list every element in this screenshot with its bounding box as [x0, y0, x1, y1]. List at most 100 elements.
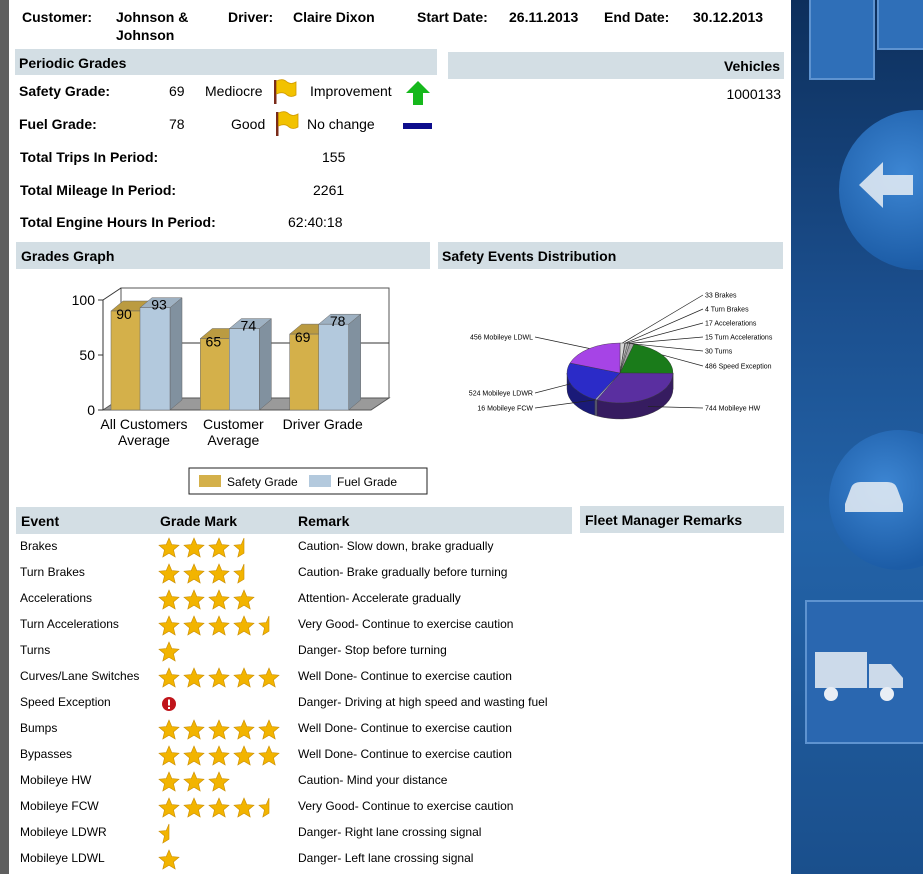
- road-sign-graphic: [809, 0, 875, 80]
- table-row: Brakes Caution- Slow down, brake graduall…: [9, 536, 579, 560]
- star-icon: [233, 745, 255, 766]
- legend-label: Fuel Grade: [337, 475, 397, 489]
- table-row: Mobileye FCW Very Good- Continue to exerc…: [9, 796, 579, 820]
- event-name: Mobileye HW: [20, 773, 92, 787]
- total-hours-label: Total Engine Hours In Period:: [20, 214, 216, 230]
- pie-slice-label: 17 Accelerations: [705, 321, 757, 328]
- safety-grade-rating: Mediocre: [205, 83, 263, 99]
- half-star-icon: [158, 823, 170, 844]
- star-icon: [158, 563, 180, 584]
- safety-events-pie-chart: 33 Brakes 4 Turn Brakes 17 Accelerations 15…: [469, 293, 773, 420]
- start-date-label: Start Date:: [417, 9, 488, 25]
- star-icon: [183, 537, 205, 558]
- vehicle-id[interactable]: 1000133: [726, 86, 781, 102]
- fuel-grade-rating: Good: [231, 116, 266, 132]
- total-trips-label: Total Trips In Period:: [20, 149, 159, 165]
- y-tick-label: 0: [87, 402, 95, 418]
- start-date-value: 26.11.2013: [509, 9, 579, 25]
- total-mileage-label: Total Mileage In Period:: [20, 182, 177, 198]
- customer-name-line2: Johnson: [116, 27, 175, 43]
- vehicles-header: Vehicles: [448, 52, 784, 79]
- remark-text: Caution- Slow down, brake gradually: [298, 539, 494, 553]
- half-star-icon: [233, 537, 245, 558]
- flag-icon: [276, 111, 299, 136]
- pie-slice-label: 486 Speed Exception: [705, 364, 772, 371]
- vehicles-title: Vehicles: [723, 58, 780, 74]
- bar-data-label: 65: [206, 334, 222, 350]
- star-icon: [183, 797, 205, 818]
- col-grade-header: Grade Mark: [160, 513, 238, 529]
- grade-mark: [158, 588, 288, 612]
- star-icon: [208, 667, 230, 688]
- table-row: Curves/Lane Switches Well Done- Continue …: [9, 666, 579, 690]
- legend-box: [188, 467, 428, 495]
- col-event-header: Event: [21, 513, 60, 529]
- event-name: Turn Accelerations: [20, 617, 119, 631]
- table-row: Bumps Well Done- Continue to exercise cau…: [9, 718, 579, 742]
- grade-mark: [158, 640, 288, 664]
- bar-data-label: 69: [295, 329, 311, 345]
- x-category-label: Average: [118, 432, 170, 448]
- grade-mark: [158, 536, 288, 560]
- remark-text: Danger- Stop before turning: [298, 643, 447, 657]
- star-icon: [158, 537, 180, 558]
- remark-text: Danger- Right lane crossing signal: [298, 825, 482, 839]
- star-icon: [258, 719, 280, 740]
- star-icon: [208, 563, 230, 584]
- star-icon: [208, 719, 230, 740]
- customer-label: Customer:: [22, 9, 93, 25]
- grade-mark: [158, 822, 288, 846]
- event-name: Mobileye FCW: [20, 799, 99, 813]
- event-name: Brakes: [20, 539, 58, 553]
- table-row: Mobileye HW Caution- Mind your distance: [9, 770, 579, 794]
- grades-graph-header: Grades Graph: [16, 242, 430, 269]
- pie-leader-line: [662, 354, 704, 367]
- end-date-label: End Date:: [604, 9, 670, 25]
- bar: [318, 323, 349, 411]
- table-row: Speed Exception Danger- Driving at high s…: [9, 692, 579, 716]
- bar-side: [169, 297, 183, 411]
- grade-mark: [158, 770, 288, 794]
- driver-label: Driver:: [228, 9, 274, 25]
- y-axis-top-edge: [102, 287, 122, 301]
- legend-label: Safety Grade: [227, 475, 298, 489]
- star-icon: [183, 745, 205, 766]
- star-icon: [183, 563, 205, 584]
- remark-text: Attention- Accelerate gradually: [298, 591, 461, 605]
- customer-name-line1: Johnson &: [116, 9, 189, 25]
- periodic-grades-header: Periodic Grades: [15, 49, 437, 75]
- up-arrow-icon: [406, 81, 430, 105]
- legend-swatch: [199, 475, 221, 487]
- remark-text: Caution- Mind your distance: [298, 773, 448, 787]
- bar: [110, 310, 142, 411]
- half-star-icon: [258, 615, 270, 636]
- event-name: Curves/Lane Switches: [20, 669, 140, 683]
- table-row: Mobileye LDWR Danger- Right lane crossing…: [9, 822, 579, 846]
- truck-sign-icon: [815, 652, 903, 701]
- left-arrow-sign-icon: [859, 162, 913, 208]
- bar-data-label: 74: [241, 318, 257, 334]
- remark-text: Very Good- Continue to exercise caution: [298, 617, 514, 631]
- pie-slice: [596, 372, 674, 404]
- pie-leader-line: [534, 383, 571, 394]
- safety-grade-label: Safety Grade:: [19, 83, 111, 99]
- periodic-grades-title: Periodic Grades: [19, 55, 127, 71]
- star-icon: [208, 745, 230, 766]
- col-remark-header: Remark: [298, 513, 350, 529]
- pie-slice-label: 30 Turns: [705, 349, 733, 356]
- star-icon: [258, 667, 280, 688]
- star-icon: [183, 771, 205, 792]
- total-trips-value: 155: [322, 149, 346, 165]
- event-name: Accelerations: [20, 591, 93, 605]
- star-icon: [158, 771, 180, 792]
- event-name: Turns: [20, 643, 51, 657]
- table-row: Accelerations Attention- Accelerate gradu…: [9, 588, 579, 612]
- star-icon: [258, 745, 280, 766]
- pie-slice-side: [594, 399, 598, 417]
- report-page: Customer: Johnson & Johnson Driver: Clai…: [9, 0, 791, 874]
- star-icon: [183, 667, 205, 688]
- grades-graph-title: Grades Graph: [21, 248, 115, 264]
- star-icon: [208, 589, 230, 610]
- table-row: Mobileye LDWL Danger- Left lane crossing …: [9, 848, 579, 872]
- flag-icon: [274, 79, 297, 104]
